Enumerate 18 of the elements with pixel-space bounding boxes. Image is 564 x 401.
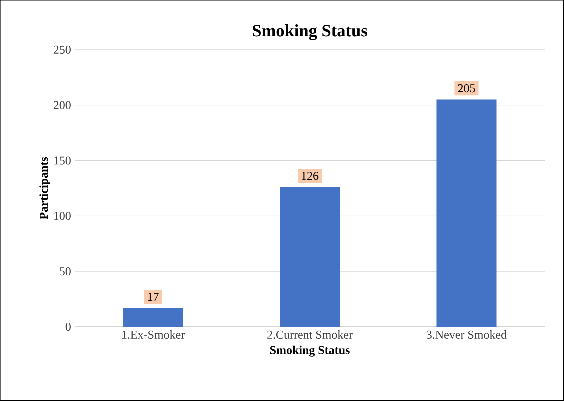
chart-title: Smoking Status bbox=[253, 24, 368, 40]
bar bbox=[436, 100, 497, 328]
data-label: 17 bbox=[148, 293, 159, 301]
data-label: 126 bbox=[302, 172, 319, 180]
bar bbox=[280, 187, 340, 328]
y-tick-label: 0 bbox=[66, 322, 71, 332]
y-axis-title: Participants bbox=[40, 157, 51, 220]
bar bbox=[123, 308, 184, 328]
y-tick-label: 50 bbox=[60, 268, 71, 276]
y-tick-label: 200 bbox=[54, 101, 71, 110]
y-tick-label: 100 bbox=[54, 212, 71, 220]
x-axis-title: Smoking Status bbox=[270, 346, 350, 357]
y-tick-label: 150 bbox=[54, 156, 71, 165]
x-tick-label: 2.Current Smoker bbox=[268, 330, 353, 340]
x-tick-label: 3.Never Smoked bbox=[426, 330, 507, 340]
data-label: 205 bbox=[458, 84, 476, 93]
y-tick-label: 250 bbox=[54, 46, 71, 54]
x-tick-label: 1.Ex-Smoker bbox=[122, 330, 186, 340]
